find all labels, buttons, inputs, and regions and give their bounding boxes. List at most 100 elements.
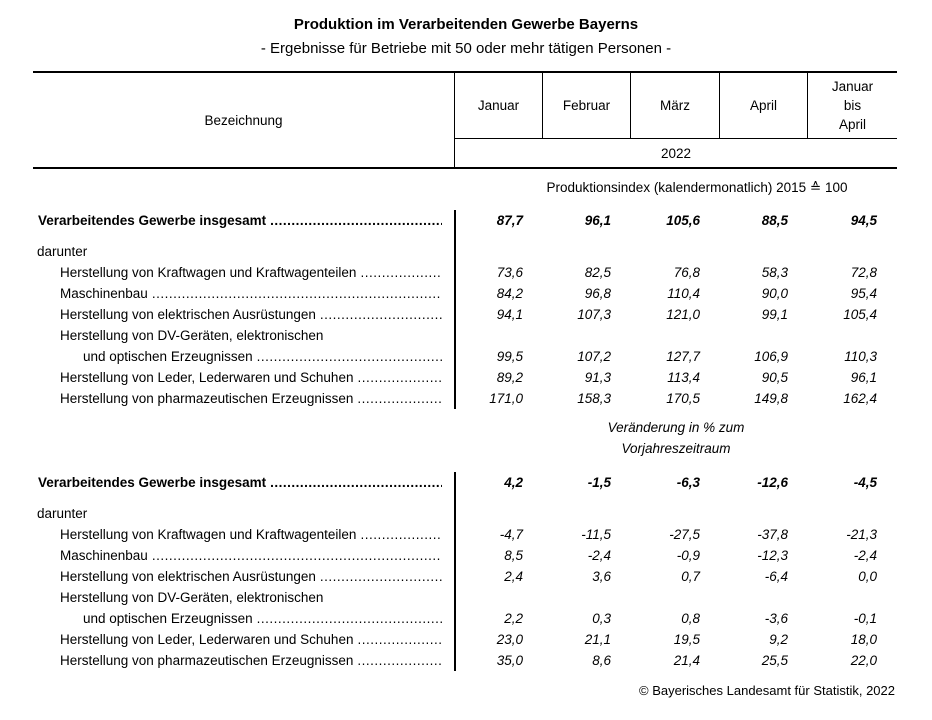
- row-label: Maschinenbau: [60, 545, 442, 566]
- dot-leader: [253, 608, 442, 629]
- value-cell: 73,6: [496, 265, 523, 280]
- section-heading: Veränderung in % zum: [607, 420, 745, 435]
- value-cell: 149,8: [754, 391, 788, 406]
- table-row-label-line1: Herstellung von DV-Geräten, elektronisch…: [33, 587, 897, 608]
- value-cell: 96,1: [584, 213, 611, 228]
- value-cell: 0,8: [681, 611, 700, 626]
- value-cell: 162,4: [843, 391, 877, 406]
- value-cell: 0,7: [681, 569, 700, 584]
- section-heading: Produktionsindex (kalendermonatlich) 201…: [546, 180, 848, 195]
- table-row: und optischen Erzeugnissen 99,5 107,2 127,7…: [33, 346, 897, 367]
- value-cell: 89,2: [496, 370, 523, 385]
- value-cell: -1,5: [587, 475, 611, 490]
- value-cell: 127,7: [666, 349, 700, 364]
- header-mid-rule: [455, 138, 897, 139]
- copyright-footer: © Bayerisches Landesamt für Statistik, 2…: [639, 683, 895, 698]
- table-row: Maschinenbau 8,5 -2,4 -0,9 -12,3 -2,4: [33, 545, 897, 566]
- header-year: 2022: [660, 145, 692, 161]
- value-cell: 94,1: [496, 307, 523, 322]
- value-cell: 94,5: [850, 213, 877, 228]
- dot-leader: [148, 283, 442, 304]
- row-label: und optischen Erzeugnissen: [83, 346, 442, 367]
- row-label-text: Herstellung von DV-Geräten, elektronisch…: [60, 328, 324, 343]
- value-cell: 106,9: [754, 349, 788, 364]
- row-label-text: Herstellung von pharmazeutischen Erzeugn…: [60, 653, 354, 668]
- table-row: Herstellung von elektrischen Ausrüstunge…: [33, 566, 897, 587]
- value-cell: 95,4: [850, 286, 877, 301]
- value-cell: -12,3: [757, 548, 788, 563]
- value-cell: -0,1: [853, 611, 877, 626]
- row-label: Herstellung von pharmazeutischen Erzeugn…: [60, 388, 442, 409]
- row-label: darunter: [37, 503, 337, 524]
- header-col-januar-bis-april: Januar bis April: [831, 78, 874, 132]
- row-label-text: Verarbeitendes Gewerbe insgesamt: [38, 475, 267, 490]
- dot-leader: [356, 524, 442, 545]
- dot-leader: [353, 367, 442, 388]
- section-heading-line2: Vorjahreszeitraum: [621, 441, 731, 456]
- row-label: Verarbeitendes Gewerbe insgesamt: [38, 210, 442, 231]
- row-label-text: Herstellung von Kraftwagen und Kraftwage…: [60, 265, 357, 280]
- value-cell: 110,3: [844, 349, 877, 364]
- value-cell: -21,3: [846, 527, 877, 542]
- value-cell: -6,4: [764, 569, 788, 584]
- body-divider: [454, 210, 456, 409]
- value-cell: 107,3: [577, 307, 611, 322]
- value-cell: 82,5: [584, 265, 611, 280]
- header-bezeichnung: Bezeichnung: [204, 112, 283, 128]
- dot-leader: [266, 210, 442, 231]
- value-cell: 0,3: [592, 611, 611, 626]
- value-cell: 22,0: [850, 653, 877, 668]
- dot-leader: [353, 629, 442, 650]
- value-cell: 84,2: [496, 286, 523, 301]
- value-cell: 99,5: [496, 349, 523, 364]
- header-col-maerz: März: [660, 97, 690, 113]
- value-cell: 2,4: [504, 569, 523, 584]
- darunter-label-row: darunter: [33, 503, 897, 524]
- value-cell: 96,8: [584, 286, 611, 301]
- value-cell: -27,5: [669, 527, 700, 542]
- dot-leader: [353, 650, 442, 671]
- row-label-text: darunter: [37, 244, 88, 259]
- value-cell: 158,3: [577, 391, 611, 406]
- value-cell: 72,8: [850, 265, 877, 280]
- row-label: Verarbeitendes Gewerbe insgesamt: [38, 472, 442, 493]
- value-cell: 0,0: [858, 569, 877, 584]
- row-label-text: Verarbeitendes Gewerbe insgesamt: [38, 213, 267, 228]
- header-divider: [630, 72, 631, 139]
- dot-leader: [148, 545, 442, 566]
- row-label: darunter: [37, 241, 337, 262]
- value-cell: -3,6: [764, 611, 788, 626]
- value-cell: -2,4: [587, 548, 611, 563]
- value-cell: 2,2: [504, 611, 523, 626]
- header-col-januar: Januar: [477, 97, 520, 113]
- value-cell: 23,0: [496, 632, 523, 647]
- value-cell: 110,4: [667, 286, 700, 301]
- value-cell: 25,5: [761, 653, 788, 668]
- row-label-text: Herstellung von pharmazeutischen Erzeugn…: [60, 391, 354, 406]
- value-cell: -4,5: [853, 475, 877, 490]
- header-col-februar: Februar: [562, 97, 611, 113]
- row-label-text: Maschinenbau: [60, 548, 148, 563]
- total-row: Verarbeitendes Gewerbe insgesamt 87,7 96,1…: [33, 210, 897, 231]
- header-top-rule: [33, 71, 897, 73]
- value-cell: 99,1: [761, 307, 788, 322]
- row-label: Herstellung von Leder, Lederwaren und Sc…: [60, 629, 442, 650]
- total-row: Verarbeitendes Gewerbe insgesamt 4,2 -1,5 -…: [33, 472, 897, 493]
- value-cell: 58,3: [761, 265, 788, 280]
- row-label: Herstellung von DV-Geräten, elektronisch…: [60, 325, 460, 346]
- table-row: Herstellung von pharmazeutischen Erzeugn…: [33, 388, 897, 409]
- value-cell: 21,4: [673, 653, 700, 668]
- value-cell: 170,5: [666, 391, 700, 406]
- row-label-text: darunter: [37, 506, 88, 521]
- value-cell: 105,4: [843, 307, 877, 322]
- table-row: Herstellung von pharmazeutischen Erzeugn…: [33, 650, 897, 671]
- value-cell: 121,0: [666, 307, 700, 322]
- row-label: Herstellung von pharmazeutischen Erzeugn…: [60, 650, 442, 671]
- table-row-label-line1: Herstellung von DV-Geräten, elektronisch…: [33, 325, 897, 346]
- value-cell: 18,0: [850, 632, 877, 647]
- value-cell: -11,5: [581, 527, 611, 542]
- header-divider: [454, 72, 455, 168]
- value-cell: 8,6: [592, 653, 611, 668]
- value-cell: 171,0: [489, 391, 523, 406]
- dot-leader: [316, 566, 442, 587]
